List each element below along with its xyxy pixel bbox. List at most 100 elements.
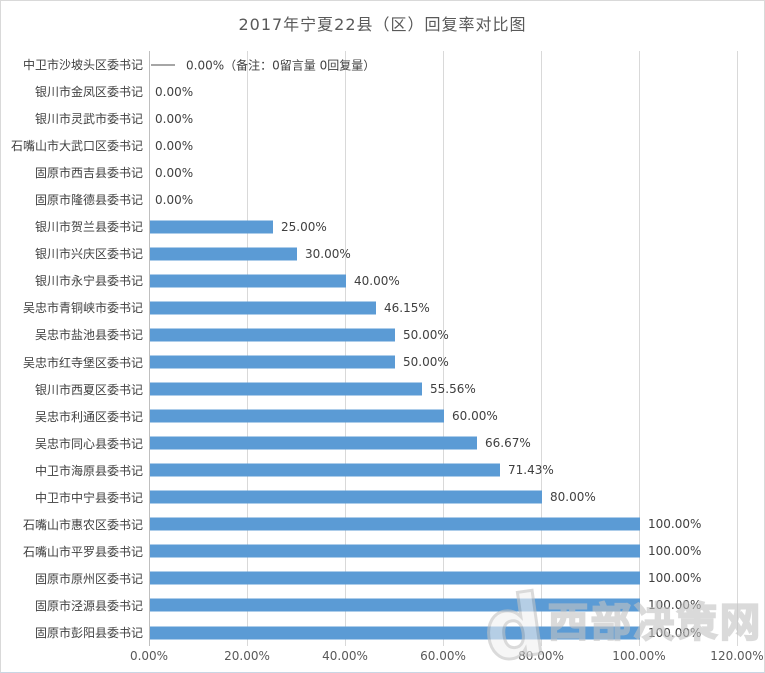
category-label: 中卫市沙坡头区委书记 xyxy=(22,58,143,73)
value-label: 55.56% xyxy=(430,382,476,397)
bar xyxy=(150,274,346,288)
bar xyxy=(150,220,273,234)
x-axis: 0.00% 20.00% 40.00% 60.00% 80.00% 100.00% 120.… xyxy=(130,649,764,667)
category-label: 银川市永宁县委书记 xyxy=(34,274,143,289)
chart-row: 中卫市海原县委书记 71.43% xyxy=(1,457,764,484)
value-label: 25.00% xyxy=(281,219,327,234)
value-label: 100.00% xyxy=(648,598,702,613)
bar xyxy=(150,463,500,477)
bar xyxy=(150,301,376,315)
bar xyxy=(150,382,422,396)
value-label: 100.00% xyxy=(648,625,702,640)
value-label: 100.00% xyxy=(648,544,702,559)
chart-row: 银川市兴庆区委书记 30.00% xyxy=(1,240,764,267)
value-label: 80.00% xyxy=(550,490,596,505)
bar-zone: 50.00% xyxy=(149,349,764,376)
category-label: 固原市隆德县委书记 xyxy=(34,193,143,208)
bar xyxy=(150,517,640,531)
bar xyxy=(150,436,477,450)
chart-row: 吴忠市青铜峡市委书记 46.15% xyxy=(1,294,764,321)
bar xyxy=(150,328,395,342)
chart-row: 银川市金凤区委书记 0.00% xyxy=(1,78,764,105)
chart-row: 吴忠市利通区委书记 60.00% xyxy=(1,403,764,430)
value-label: 0.00% xyxy=(155,192,194,207)
category-label: 固原市原州区委书记 xyxy=(34,571,143,586)
chart-row: 吴忠市红寺堡区委书记 50.00% xyxy=(1,349,764,376)
bar-rows: 中卫市沙坡头区委书记 0.00%（备注：0留言量 0回复量） 银川市金凤区委书记 0.… xyxy=(1,51,764,646)
chart-row: 银川市灵武市委书记 0.00% xyxy=(1,105,764,132)
chart-row: 银川市西夏区委书记 55.56% xyxy=(1,376,764,403)
bar-zone: 0.00% xyxy=(149,105,764,132)
category-label: 吴忠市青铜峡市委书记 xyxy=(22,301,143,316)
category-label: 中卫市海原县委书记 xyxy=(34,463,143,478)
value-label: 40.00% xyxy=(354,273,400,288)
category-label: 吴忠市同心县委书记 xyxy=(34,436,143,451)
bar-zone: 0.00%（备注：0留言量 0回复量） xyxy=(149,51,764,78)
bar-zone: 100.00% xyxy=(149,592,764,619)
category-label: 中卫市中宁县委书记 xyxy=(34,490,143,505)
bar xyxy=(150,247,297,261)
value-label: 0.00% xyxy=(155,111,194,126)
bar-zone: 100.00% xyxy=(149,619,764,646)
value-label: 100.00% xyxy=(648,571,702,586)
value-label: 50.00% xyxy=(403,355,449,370)
value-label: 0.00%（备注：0留言量 0回复量） xyxy=(186,58,376,73)
chart-row: 石嘴山市平罗县委书记 100.00% xyxy=(1,538,764,565)
bar-zone: 0.00% xyxy=(149,132,764,159)
bar-zone: 100.00% xyxy=(149,565,764,592)
bar-zone: 60.00% xyxy=(149,403,764,430)
value-label: 46.15% xyxy=(384,300,430,315)
chart-row: 银川市贺兰县委书记 25.00% xyxy=(1,213,764,240)
x-tick-label: 60.00% xyxy=(420,649,466,663)
chart-row: 吴忠市同心县委书记 66.67% xyxy=(1,430,764,457)
chart-row: 中卫市中宁县委书记 80.00% xyxy=(1,484,764,511)
chart-row: 石嘴山市大武口区委书记 0.00% xyxy=(1,132,764,159)
bar-zone: 80.00% xyxy=(149,484,764,511)
bar xyxy=(150,626,640,639)
bar-zone: 55.56% xyxy=(149,376,764,403)
chart-title: 2017年宁夏22县（区）回复率对比图 xyxy=(238,15,527,34)
value-label: 66.67% xyxy=(485,436,531,451)
chart-row: 固原市隆德县委书记 0.00% xyxy=(1,186,764,213)
bar-zone: 30.00% xyxy=(149,240,764,267)
leader-dash xyxy=(151,63,175,66)
bar xyxy=(150,409,444,423)
chart-row: 固原市泾源县委书记 100.00% xyxy=(1,592,764,619)
category-label: 银川市贺兰县委书记 xyxy=(34,220,143,235)
bar xyxy=(150,544,640,558)
bar-zone: 100.00% xyxy=(149,511,764,538)
bar-zone: 0.00% xyxy=(149,159,764,186)
category-label: 固原市彭阳县委书记 xyxy=(34,626,143,640)
x-tick-label: 80.00% xyxy=(518,649,564,663)
category-label: 固原市西吉县委书记 xyxy=(34,166,143,181)
category-label: 石嘴山市大武口区委书记 xyxy=(10,139,143,154)
x-tick-label: 40.00% xyxy=(322,649,368,663)
x-tick-label: 0.00% xyxy=(129,649,169,663)
category-label: 石嘴山市平罗县委书记 xyxy=(22,544,143,559)
bar-zone: 25.00% xyxy=(149,213,764,240)
bar-zone: 50.00% xyxy=(149,321,764,348)
chart-row: 固原市原州区委书记 100.00% xyxy=(1,565,764,592)
bar-zone: 66.67% xyxy=(149,430,764,457)
bar xyxy=(150,598,640,612)
bar xyxy=(150,571,640,585)
category-label: 银川市灵武市委书记 xyxy=(34,112,143,127)
value-label: 0.00% xyxy=(155,165,194,180)
x-tick-label: 20.00% xyxy=(224,649,270,663)
chart-row: 固原市彭阳县委书记 100.00% xyxy=(1,619,764,646)
value-label: 0.00% xyxy=(155,138,194,153)
bar xyxy=(150,490,542,504)
category-label: 银川市金凤区委书记 xyxy=(34,85,143,100)
chart-row: 石嘴山市惠农区委书记 100.00% xyxy=(1,511,764,538)
category-label: 吴忠市利通区委书记 xyxy=(34,409,143,424)
bar-zone: 46.15% xyxy=(149,294,764,321)
x-tick-label: 100.00% xyxy=(612,649,666,663)
value-label: 50.00% xyxy=(403,327,449,342)
chart-row: 中卫市沙坡头区委书记 0.00%（备注：0留言量 0回复量） xyxy=(1,51,764,78)
chart-row: 固原市西吉县委书记 0.00% xyxy=(1,159,764,186)
chart-row: 吴忠市盐池县委书记 50.00% xyxy=(1,321,764,348)
bar-zone: 71.43% xyxy=(149,457,764,484)
bar-zone: 100.00% xyxy=(149,538,764,565)
category-label: 吴忠市盐池县委书记 xyxy=(34,328,143,343)
